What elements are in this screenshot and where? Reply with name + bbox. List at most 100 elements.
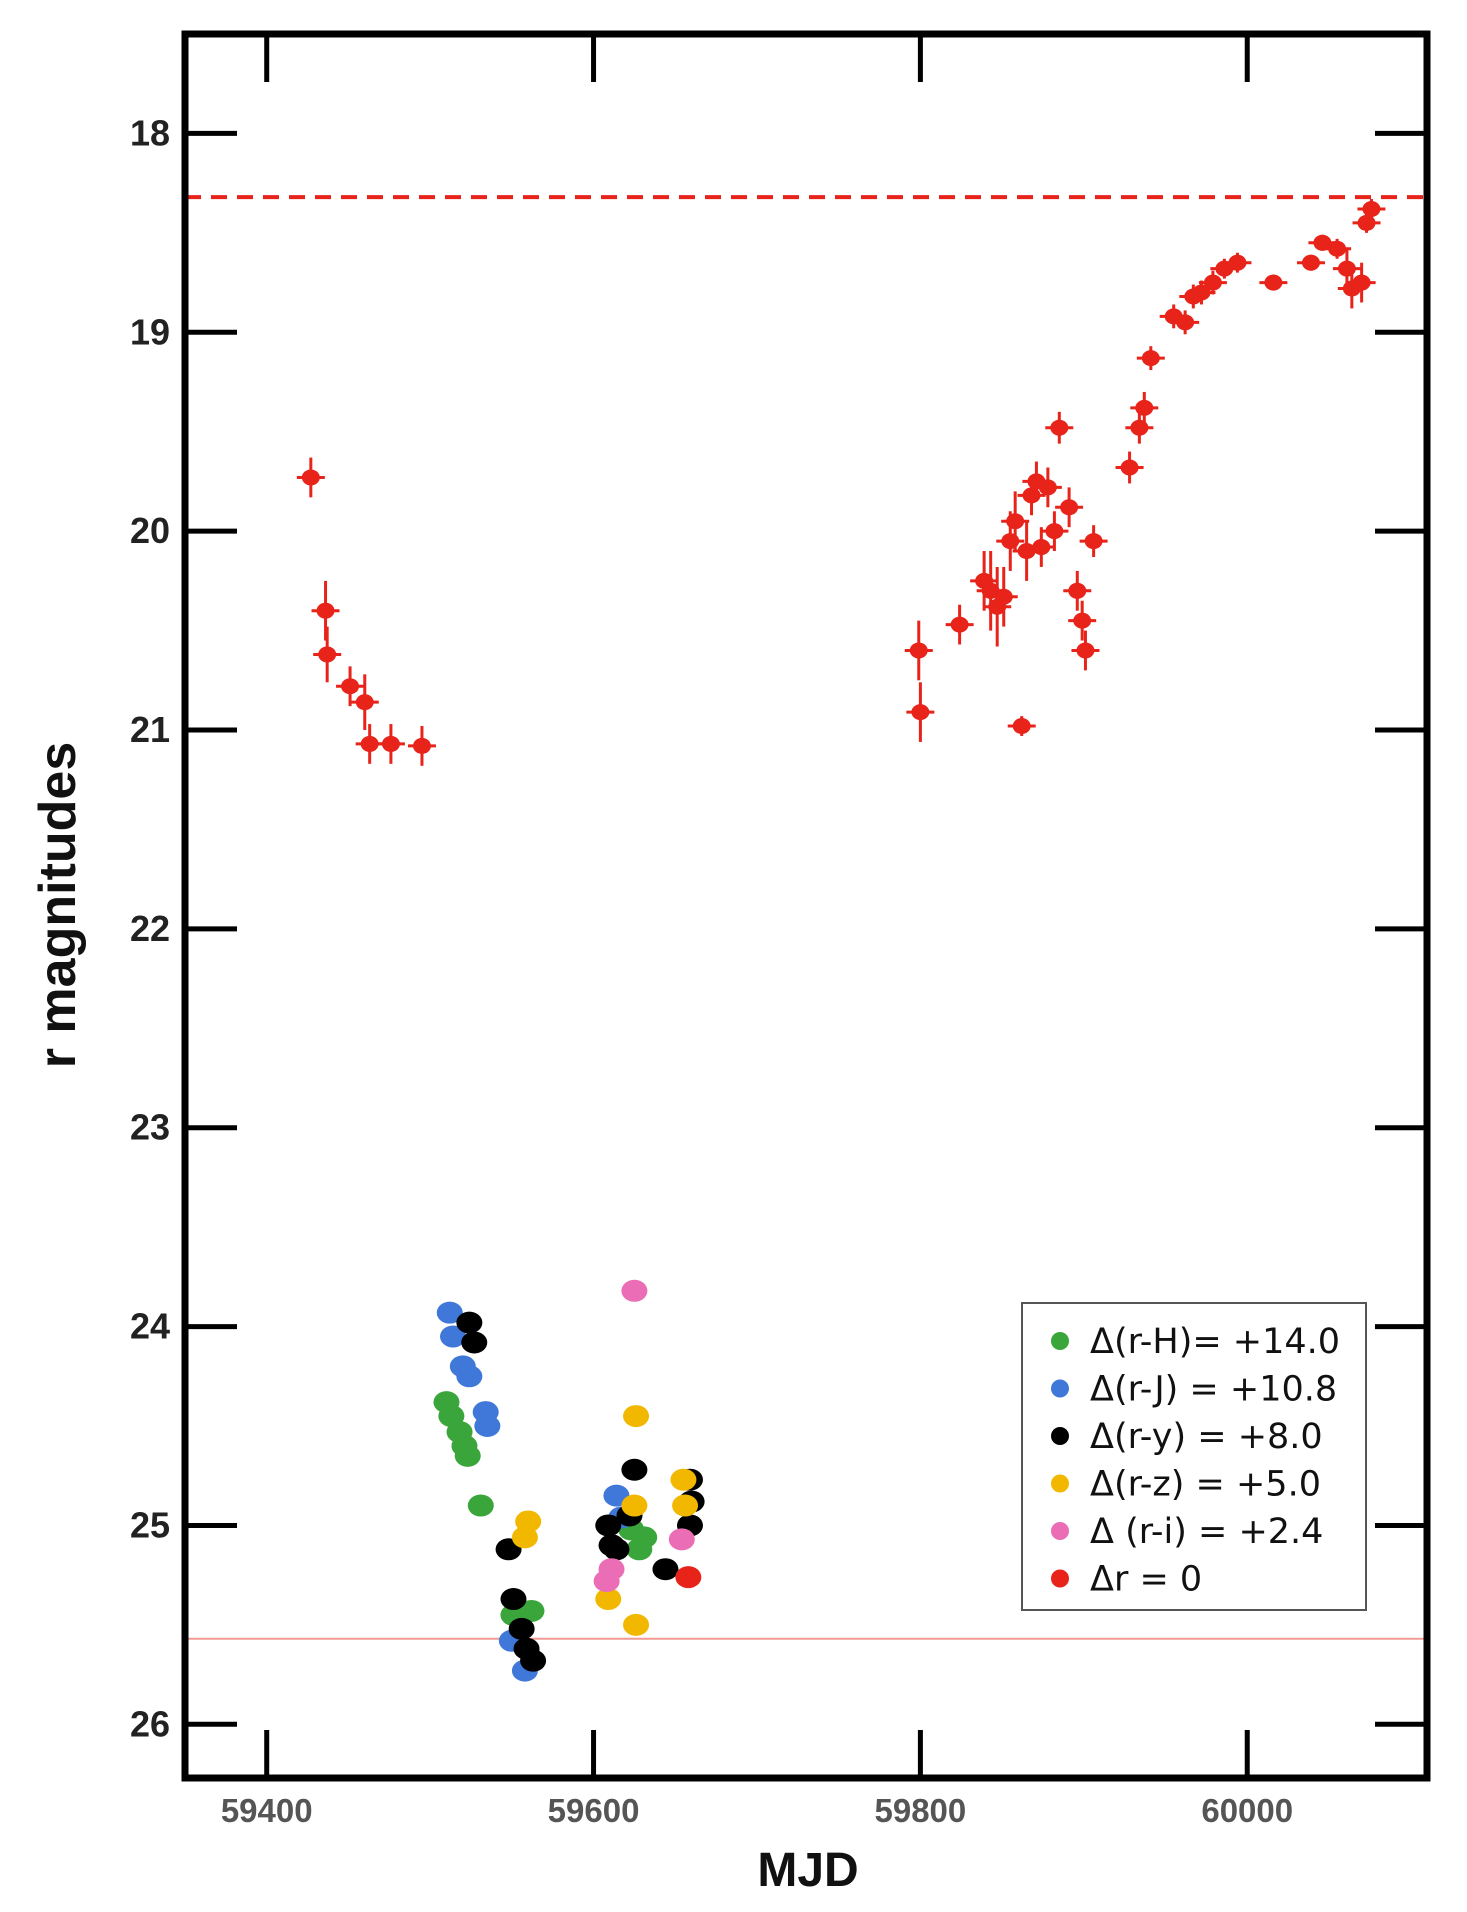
y-tick-label: 18: [130, 112, 170, 153]
data-point: [909, 642, 928, 659]
legend-box: [1021, 1302, 1367, 1611]
data-point: [440, 1325, 467, 1348]
data-point: [652, 1558, 679, 1581]
data-point: [412, 737, 431, 754]
series-4: [511, 1405, 699, 1636]
y-tick-label: 25: [130, 1504, 170, 1545]
x-tick-labels: 59400 59600 59800 60000: [221, 1792, 1293, 1829]
data-point: [1076, 642, 1095, 659]
data-point: [621, 1494, 648, 1517]
data-point: [595, 1514, 622, 1537]
y-tick-label: 24: [130, 1306, 170, 1347]
data-point: [1176, 314, 1195, 331]
data-point: [950, 616, 969, 633]
x-axis-title: MJD: [757, 1844, 858, 1897]
data-point: [500, 1588, 527, 1611]
data-point: [623, 1613, 650, 1636]
data-point: [1362, 200, 1381, 217]
data-point: [454, 1444, 481, 1467]
data-point: [1045, 523, 1064, 540]
data-point: [1120, 459, 1139, 476]
x-tick-label: 60000: [1201, 1792, 1293, 1829]
data-point: [672, 1494, 699, 1517]
data-point: [461, 1331, 488, 1354]
data-point: [1012, 718, 1031, 735]
data-point: [631, 1526, 658, 1549]
legend-label: Δr = 0: [1090, 1560, 1202, 1600]
reference-lines: [185, 195, 1427, 1640]
data-point: [1301, 254, 1320, 271]
legend-marker: [1051, 1474, 1069, 1493]
data-point: [467, 1494, 494, 1517]
series-3: [456, 1311, 705, 1672]
data-point: [381, 735, 400, 752]
data-point: [1038, 479, 1057, 496]
y-tick-label: 22: [130, 908, 170, 949]
y-tick-labels: 18 19 20 21 22 23 24 25 26: [130, 112, 170, 1744]
legend-marker: [1051, 1427, 1069, 1445]
data-point: [1060, 499, 1079, 516]
legend-marker: [1051, 1379, 1069, 1398]
data-point: [994, 588, 1013, 605]
data-point: [456, 1311, 483, 1334]
data-point: [621, 1458, 648, 1481]
data-point: [911, 704, 930, 721]
y-tick-label: 26: [130, 1703, 170, 1744]
data-points: [296, 199, 1386, 1682]
data-point: [301, 469, 320, 486]
legend-marker: [1051, 1569, 1069, 1588]
data-point: [621, 1279, 648, 1302]
data-point: [1006, 513, 1025, 530]
data-point: [598, 1558, 625, 1581]
data-point: [603, 1538, 630, 1561]
data-point: [508, 1617, 535, 1640]
data-point: [1141, 350, 1160, 367]
plot-frame: [181, 30, 1431, 1782]
data-point: [316, 602, 335, 619]
legend-label: Δ(r-H)= +14.0: [1090, 1322, 1340, 1362]
data-point: [520, 1649, 547, 1672]
legend-label: Δ(r-z) = +5.0: [1090, 1465, 1321, 1505]
data-point: [1313, 234, 1332, 251]
data-point: [1050, 419, 1069, 436]
data-point: [360, 735, 379, 752]
data-point: [456, 1365, 483, 1388]
data-point: [1068, 582, 1087, 599]
data-point: [623, 1405, 650, 1428]
series-6: [675, 1566, 702, 1589]
x-tick-label: 59800: [875, 1792, 967, 1829]
legend: Δ(r-H)= +14.0 Δ(r-J) = +10.8 Δ(r-y) = +8.0…: [1021, 1302, 1367, 1611]
data-point: [1352, 274, 1371, 291]
legend-label: Δ(r-y) = +8.0: [1090, 1417, 1323, 1457]
data-point: [1032, 539, 1051, 556]
legend-label: Δ(r-J) = +10.8: [1090, 1370, 1337, 1410]
series-5: [593, 1279, 695, 1593]
legend-marker: [1051, 1332, 1069, 1350]
data-point: [675, 1566, 702, 1589]
data-point: [474, 1415, 501, 1438]
x-tick-label: 59400: [221, 1792, 313, 1829]
data-point: [1192, 284, 1211, 301]
data-point: [668, 1528, 695, 1551]
y-tick-label: 21: [130, 709, 170, 750]
data-point: [1203, 274, 1222, 291]
data-point: [1328, 240, 1347, 257]
data-point: [1135, 399, 1154, 416]
data-point: [518, 1599, 545, 1622]
y-tick-label: 19: [130, 311, 170, 352]
data-point: [511, 1526, 538, 1549]
series-0: [296, 199, 1386, 766]
axis-ticks: [185, 34, 1427, 1778]
data-point: [1084, 533, 1103, 550]
data-point: [595, 1588, 622, 1611]
series-2: [436, 1301, 635, 1682]
data-point: [341, 678, 360, 695]
legend-label: Δ (r-i) = +2.4: [1090, 1512, 1323, 1552]
data-point: [1228, 254, 1247, 271]
y-tick-label: 20: [130, 510, 170, 551]
x-tick-label: 59600: [548, 1792, 640, 1829]
data-point: [1264, 274, 1283, 291]
data-point: [670, 1468, 697, 1491]
data-point: [355, 694, 374, 711]
